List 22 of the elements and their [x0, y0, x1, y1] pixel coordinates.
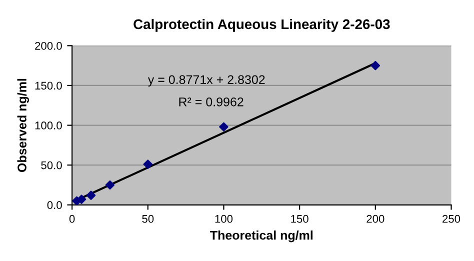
x-tick-label: 200 [366, 214, 384, 223]
chart-title: Calprotectin Aqueous Linearity 2-26-03 [134, 18, 390, 32]
x-axis-title: Theoretical ng/ml [210, 230, 313, 242]
x-tick-label: 0 [69, 214, 75, 223]
annotation: y = 0.8771x + 2.8302 [148, 75, 265, 87]
x-tick-label: 100 [215, 214, 233, 223]
y-axis-title: Observed ng/ml [17, 78, 29, 172]
y-tick-label: 100.0 [35, 122, 62, 130]
annotation: R² = 0.9962 [179, 97, 244, 106]
point [219, 122, 228, 132]
x-tick-label: 150 [291, 214, 308, 223]
x-tick-label: 50 [142, 214, 154, 223]
y-tick-label: 0.0 [47, 201, 62, 210]
point [76, 194, 86, 204]
point [143, 160, 153, 169]
x-tick-label: 250 [442, 214, 460, 223]
point [86, 190, 96, 200]
y-tick-label: 200.0 [35, 42, 62, 50]
point [370, 60, 380, 70]
y-tick-label: 150.0 [35, 82, 62, 90]
y-tick-label: 50.0 [41, 161, 62, 170]
point [105, 180, 115, 190]
